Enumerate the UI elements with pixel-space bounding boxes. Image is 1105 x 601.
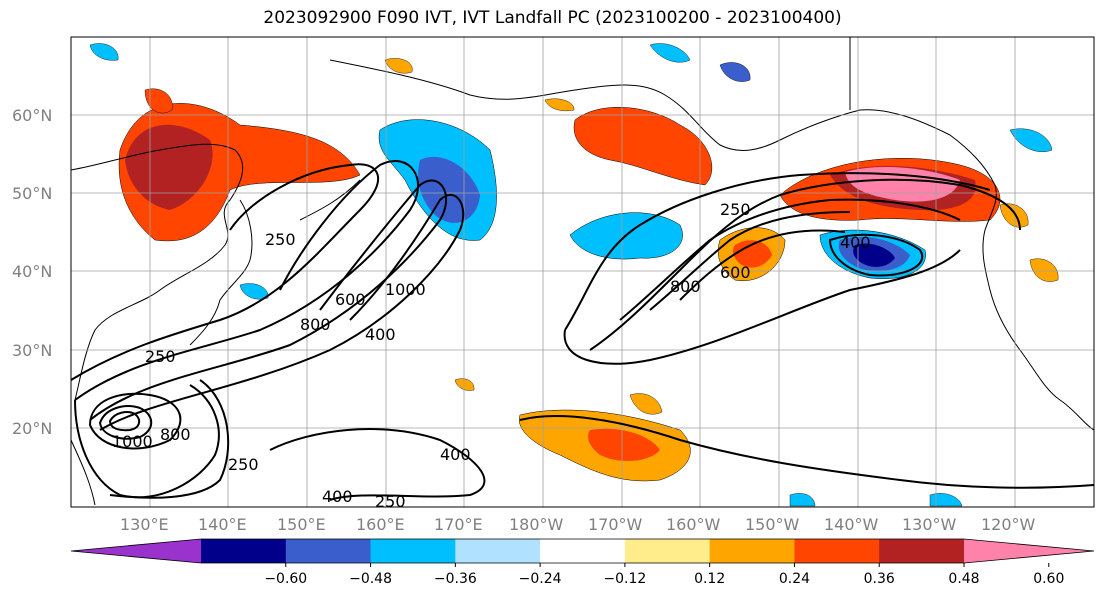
map-title: 2023092900 F090 IVT, IVT Landfall PC (20… [263,8,842,28]
graticule [71,37,1094,507]
lat-label: 30°N [12,341,52,360]
colorbar-bin [285,539,372,563]
colorbar-bin [624,539,711,563]
shaded-anomaly-patches [89,43,1059,507]
lon-label: 160°E [356,515,405,534]
lon-label: 150°W [745,515,800,534]
contour-label: 800 [160,425,191,444]
colorbar-tick-label: 0.60 [1033,571,1064,587]
contour-label: 400 [322,487,353,506]
colorbar-bin [201,539,287,563]
colorbar-tick-label: −0.12 [603,571,646,587]
colorbar-tick-label: −0.60 [264,571,307,587]
contour-label: 800 [670,277,701,296]
colorbar-tick-label: 0.48 [948,571,979,587]
contour-label: 1000 [385,280,426,299]
colorbar-extension-low [71,539,201,563]
lon-label: 180°W [509,515,564,534]
lat-label: 60°N [12,106,52,125]
ivt-contours [70,160,1095,501]
contour-label: 800 [300,315,331,334]
colorbar-bin [879,539,965,563]
lat-label: 20°N [12,419,52,438]
colorbar-tick-label: −0.36 [434,571,477,587]
lon-label: 130°E [120,515,169,534]
colorbar-tick-label: 0.36 [864,571,895,587]
colorbar-tick-label: −0.48 [349,571,392,587]
colorbar-tick-label: 0.24 [779,571,810,587]
lat-label: 50°N [12,184,52,203]
contour-label: 600 [720,263,751,282]
contour-label: 250 [375,492,406,511]
lon-label: 120°W [981,515,1036,534]
lon-label: 150°E [277,515,326,534]
coastlines [70,37,1095,506]
longitude-labels: 130°E 140°E 150°E 160°E 170°E 180°W 170°… [120,515,1036,534]
lon-label: 160°W [666,515,721,534]
map-panel: 250 800 1000 400 600 250 1000 800 250 40… [70,36,1095,511]
lat-label: 40°N [12,262,52,281]
colorbar-bin [370,539,456,563]
contour-label: 400 [840,233,871,252]
colorbar: −0.60 −0.48 −0.36 −0.24 −0.12 0.12 0.24 0.36 0.4… [70,538,1095,587]
latitude-labels: 60°N 50°N 40°N 30°N 20°N [12,106,52,438]
colorbar-extension-high [964,539,1094,563]
colorbar-bin [455,539,541,563]
contour-labels: 250 800 1000 400 600 250 1000 800 250 40… [112,200,871,511]
positive-patch-alaska [573,107,713,186]
contour-label: 1000 [112,432,153,451]
colorbar-outline [70,538,1095,564]
lon-label: 140°W [824,515,879,534]
lon-label: 170°E [434,515,483,534]
lon-label: 170°W [588,515,643,534]
lon-label: 130°W [902,515,957,534]
colorbar-bin [709,539,795,563]
contour-label: 400 [440,445,471,464]
contour-label: 250 [265,230,296,249]
contour-label: 600 [335,290,366,309]
contour-label: 400 [365,325,396,344]
map-frame [70,36,1095,508]
colorbar-bin [794,539,880,563]
colorbar-bin [540,539,626,563]
contour-label: 250 [145,347,176,366]
contour-label: 250 [228,455,259,474]
lon-label: 140°E [198,515,247,534]
colorbar-tick-label: −0.24 [519,571,562,587]
colorbar-tick-label: 0.12 [694,571,725,587]
contour-label: 250 [720,200,751,219]
